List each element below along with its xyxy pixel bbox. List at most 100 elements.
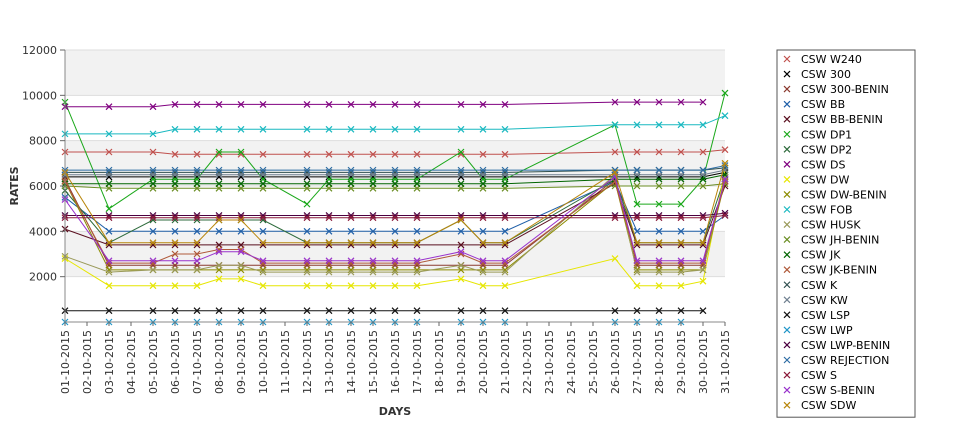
data-point [347, 239, 355, 247]
x-tick-label: 31-10-2015 [719, 330, 732, 394]
data-point [677, 227, 685, 235]
data-point [699, 239, 707, 247]
data-point [457, 166, 465, 174]
data-point [391, 227, 399, 235]
data-point [479, 227, 487, 235]
data-point [479, 282, 487, 290]
data-point [215, 261, 223, 269]
data-point [237, 216, 245, 224]
legend-marker [783, 326, 791, 334]
x-axis-title: DAYS [379, 405, 412, 418]
legend-item: CSW DW [783, 173, 850, 186]
data-point [391, 180, 399, 188]
data-point [303, 239, 311, 247]
data-point [105, 130, 113, 138]
data-point [413, 214, 421, 222]
legend-label: CSW LWP-BENIN [801, 339, 890, 352]
data-point [215, 180, 223, 188]
data-point [215, 148, 223, 156]
data-point [413, 150, 421, 158]
legend-label: CSW LWP [801, 324, 853, 337]
legend-item: CSW BB [783, 98, 845, 111]
data-point [105, 257, 113, 265]
data-point [655, 239, 663, 247]
data-point [391, 268, 399, 276]
data-point [633, 200, 641, 208]
legend-marker [783, 206, 791, 213]
x-tick-label: 25-10-2015 [587, 330, 600, 394]
data-point [149, 180, 157, 188]
data-point [611, 121, 619, 129]
legend-marker [783, 115, 791, 123]
data-point [457, 125, 465, 133]
legend-label: CSW DS [801, 158, 846, 171]
legend-item: CSW 300 [783, 68, 851, 81]
series-csw-dw [61, 166, 729, 290]
data-point [369, 239, 377, 247]
data-point [193, 180, 201, 188]
data-point [479, 214, 487, 222]
data-point [171, 100, 179, 108]
data-point [325, 257, 333, 265]
data-point [347, 227, 355, 235]
data-point [325, 268, 333, 276]
data-point [303, 150, 311, 158]
data-point [501, 100, 509, 108]
data-point [325, 166, 333, 174]
data-point [633, 239, 641, 247]
data-point [633, 182, 641, 190]
data-point [655, 268, 663, 276]
data-point [369, 214, 377, 222]
data-point [193, 166, 201, 174]
data-point [479, 307, 487, 315]
legend-item: CSW KW [783, 294, 848, 307]
data-point [699, 98, 707, 106]
data-point [149, 130, 157, 138]
data-point [303, 227, 311, 235]
data-point [699, 277, 707, 285]
legend-marker [783, 55, 791, 63]
data-point [303, 166, 311, 174]
data-point [149, 239, 157, 247]
data-point [259, 239, 267, 247]
data-point [259, 125, 267, 133]
data-point [325, 100, 333, 108]
data-point [501, 268, 509, 276]
data-point [369, 166, 377, 174]
data-point [391, 239, 399, 247]
data-point [611, 307, 619, 315]
data-point [721, 178, 729, 185]
legend-marker [783, 386, 791, 394]
y-tick-label: 6000 [29, 180, 57, 193]
data-point [369, 100, 377, 108]
legend-marker [783, 85, 791, 93]
x-tick-label: 09-10-2015 [235, 330, 248, 394]
series-csw-rejection [61, 162, 729, 174]
legend-marker [783, 175, 791, 183]
data-point [611, 214, 619, 222]
data-point [105, 205, 113, 213]
legend-marker [783, 191, 791, 198]
data-point [501, 307, 509, 315]
data-point [149, 103, 157, 111]
data-point [457, 261, 465, 269]
data-point [105, 214, 113, 222]
data-point [149, 148, 157, 156]
x-tick-label: 19-10-2015 [455, 330, 468, 394]
legend-item: CSW LSP [783, 309, 850, 322]
legend-label: CSW K [801, 279, 838, 292]
data-point [633, 282, 641, 290]
legend-label: CSW DP1 [801, 128, 852, 141]
series-csw-fob [61, 112, 729, 138]
legend-marker [783, 160, 791, 168]
data-point [347, 268, 355, 276]
legend-label: CSW 300 [801, 68, 851, 81]
data-point [501, 125, 509, 133]
data-point [391, 150, 399, 158]
data-point [347, 125, 355, 133]
data-point [325, 125, 333, 133]
data-point [479, 100, 487, 108]
data-point [105, 239, 113, 247]
series-csw-lsp [61, 307, 707, 315]
data-point [105, 268, 113, 276]
